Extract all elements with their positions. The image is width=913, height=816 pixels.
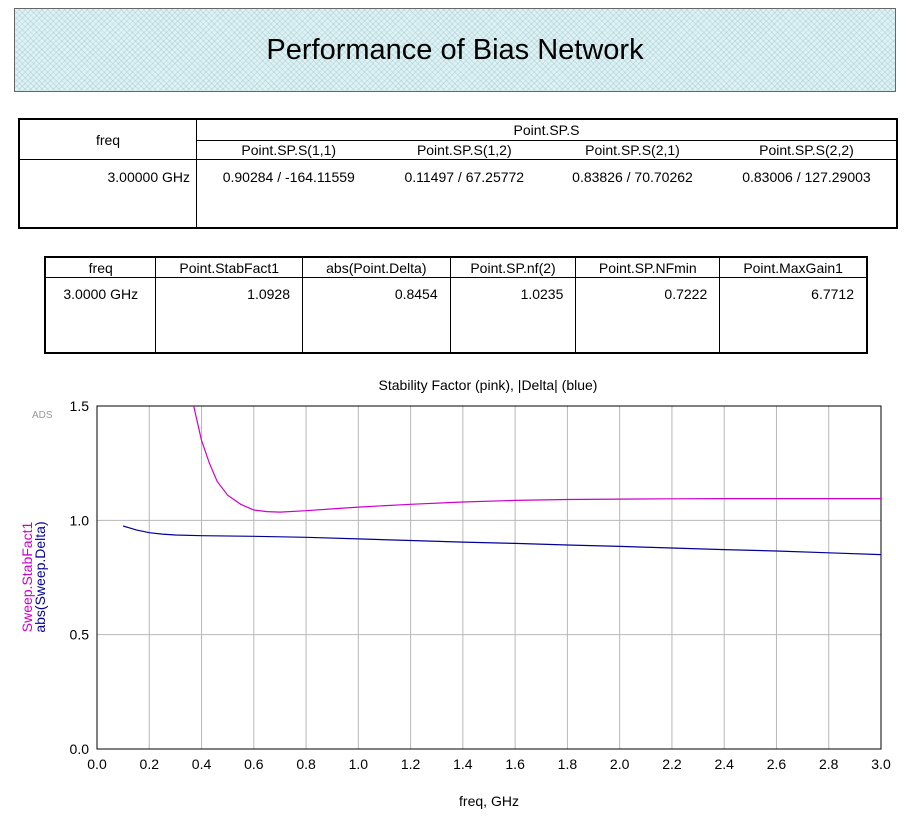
- x-tick-label: 2.4: [714, 756, 734, 772]
- x-tick-label: 0.6: [244, 756, 264, 772]
- y-tick-label: 1.5: [70, 398, 90, 414]
- x-tick-label: 1.8: [558, 756, 578, 772]
- page-title: Performance of Bias Network: [14, 8, 896, 92]
- noise-header-maxgain: Point.MaxGain1: [719, 256, 868, 278]
- x-tick-label: 0.4: [192, 756, 212, 772]
- x-tick-label: 0.0: [87, 756, 107, 772]
- series-layer: [122, 405, 882, 556]
- sp-value-s12: 0.11497 / 67.25772: [404, 169, 525, 185]
- noise-value-freq: 3.0000 GHz: [45, 277, 157, 353]
- x-tick-label: 1.0: [349, 756, 369, 772]
- s-parameter-table: freq Point.SP.S Point.SP.S(1,1) Point.SP…: [18, 118, 898, 229]
- x-tick-label: 2.0: [610, 756, 630, 772]
- x-tick-label: 2.8: [819, 756, 839, 772]
- noise-value-maxgain: 6.7712: [811, 286, 854, 302]
- chart-title: Stability Factor (pink), |Delta| (blue): [379, 377, 598, 393]
- sp-col-s11: Point.SP.S(1,1): [196, 140, 381, 160]
- noise-value-delta: 0.8454: [302, 277, 451, 353]
- sp-value-s21: 0.83826 / 70.70262: [572, 169, 693, 185]
- ads-corner-label: ADS: [32, 410, 53, 421]
- noise-header-delta: abs(Point.Delta): [302, 256, 451, 278]
- y-tick-labels: 0.0 0.5 1.0 1.5: [70, 398, 90, 757]
- plot-frame: [96, 405, 882, 750]
- x-tick-labels: 0.0 0.2 0.4 0.6 0.8 1.0 1.2 1.4 1.6 1.8 2.0 2.2 2.4 2…: [87, 756, 891, 772]
- x-axis-label: freq, GHz: [459, 793, 519, 809]
- grid-lines: [96, 405, 882, 750]
- noise-value-stabfact: 1.0928: [155, 277, 303, 353]
- y-tick-label: 1.0: [70, 512, 90, 528]
- sp-group-header: Point.SP.S: [196, 119, 897, 141]
- x-tick-label: 0.8: [296, 756, 316, 772]
- sp-freq-value: 3.00000 GHz: [19, 159, 197, 228]
- y-axis-label-stabfact: Sweep.StabFact1: [19, 522, 35, 633]
- noise-header-stabfact: Point.StabFact1: [155, 256, 303, 278]
- sp-freq-header: freq: [19, 119, 197, 160]
- x-tick-label: 1.4: [453, 756, 473, 772]
- sp-col-s12: Point.SP.S(1,2): [380, 140, 549, 160]
- noise-header-nf: Point.SP.nf(2): [449, 256, 577, 278]
- sp-value-s11: 0.90284 / -164.11559: [222, 169, 355, 185]
- x-tick-label: 1.6: [505, 756, 525, 772]
- x-tick-label: 1.2: [401, 756, 421, 772]
- stability-chart: Stability Factor (pink), |Delta| (blue) …: [19, 377, 891, 809]
- y-axis-label-delta: abs(Sweep.Delta): [32, 521, 48, 632]
- x-tick-label: 3.0: [871, 756, 891, 772]
- y-tick-label: 0.0: [70, 741, 90, 757]
- sp-value-s22: 0.83006 / 127.29003: [742, 169, 871, 185]
- noise-table: freq Point.StabFact1 abs(Point.Delta) Po…: [44, 256, 868, 354]
- series-line-delta: [122, 525, 882, 556]
- noise-value-nf: 1.0235: [450, 277, 577, 353]
- x-tick-label: 2.6: [767, 756, 787, 772]
- noise-header-freq: freq: [44, 256, 157, 278]
- sp-col-s22: Point.SP.S(2,2): [716, 140, 897, 160]
- sp-col-s21: Point.SP.S(2,1): [548, 140, 717, 160]
- x-tick-label: 0.2: [140, 756, 160, 772]
- series-line-stabfact: [193, 405, 881, 513]
- y-tick-label: 0.5: [70, 627, 90, 643]
- noise-header-nfmin: Point.SP.NFmin: [575, 256, 721, 278]
- x-tick-label: 2.2: [662, 756, 682, 772]
- noise-value-nfmin: 0.7222: [575, 277, 721, 353]
